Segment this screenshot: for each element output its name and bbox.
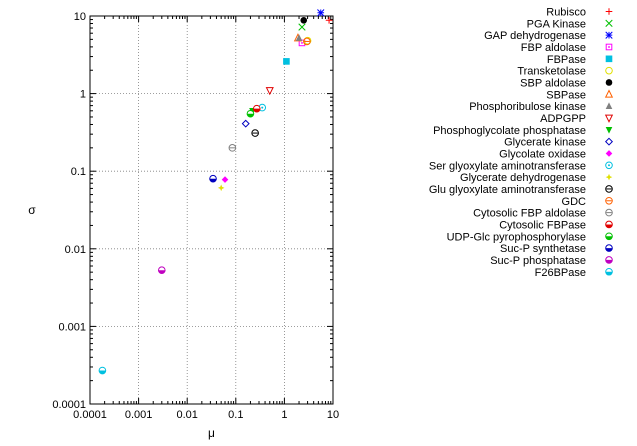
data-point	[303, 36, 312, 45]
data-points	[98, 9, 333, 375]
legend-label: GAP dehydrogenase	[484, 30, 586, 42]
legend-marker	[605, 127, 613, 134]
legend-label: SBPase	[546, 89, 586, 101]
legend-label: Glycolate oxidase	[499, 148, 586, 160]
plot-frame	[89, 15, 334, 405]
data-point	[217, 184, 225, 192]
data-point	[295, 34, 303, 41]
legend-marker	[605, 43, 613, 51]
legend-marker	[605, 185, 613, 193]
legend-marker	[605, 220, 613, 229]
legend-marker	[605, 19, 613, 27]
y-tick-label: 1	[80, 89, 86, 101]
legend-label: Glu glyoxylate aminotransferase	[429, 184, 586, 196]
legend-label: GDC	[562, 196, 587, 208]
legend-marker	[605, 208, 613, 217]
x-tick-label: 0.0001	[73, 409, 107, 421]
data-point	[303, 37, 311, 46]
data-point	[209, 174, 217, 183]
y-tick-label: 0.001	[58, 321, 86, 333]
legend-label: FBP aldolase	[521, 42, 586, 54]
legend-label: Phosphoglycolate phosphatase	[433, 125, 586, 137]
y-tick-label: 0.1	[71, 166, 86, 178]
legend-marker	[605, 150, 613, 157]
legend-label: FBPase	[547, 54, 586, 66]
legend-marker	[605, 55, 613, 63]
legend-marker	[605, 256, 613, 264]
data-point	[325, 17, 333, 24]
legend-label: Cytosolic FBPase	[499, 219, 586, 231]
y-tick-label: 0.01	[65, 244, 86, 256]
legend-marker	[605, 232, 613, 241]
y-tick-label: 0.0001	[52, 399, 86, 411]
legend-marker	[605, 8, 613, 15]
legend-label: Phosphoribulose kinase	[469, 101, 586, 113]
legend-marker	[605, 267, 613, 276]
legend-label: UDP-Glc pyrophosphorylase	[447, 231, 586, 243]
legend-label: Suc-P phosphatase	[490, 255, 586, 267]
legend-label: Transketolase	[517, 66, 586, 78]
y-axis-label: σ	[28, 203, 36, 217]
legend-label: Glycerate kinase	[504, 137, 586, 149]
legend-marker	[604, 137, 614, 146]
legend-marker	[605, 244, 613, 252]
tick-labels: 0.0001 0.001 0.01 0.1 1 10 0.0001 0.001 0.01 0.1 1…	[52, 11, 339, 421]
data-point	[246, 109, 255, 118]
x-tick-label: 0.01	[176, 409, 197, 421]
data-point	[317, 9, 325, 17]
legend-marker	[605, 79, 613, 86]
x-tick-label: 0.1	[228, 409, 243, 421]
x-tick-label: 10	[327, 409, 339, 421]
data-point	[241, 119, 250, 128]
grid-lines	[90, 16, 333, 404]
x-tick-label: 1	[281, 409, 287, 421]
legend-marker	[605, 102, 613, 109]
x-axis-label: μ	[208, 426, 215, 440]
legend-label: PGA Kinase	[527, 18, 586, 30]
data-point	[265, 87, 274, 96]
legend-marker	[605, 31, 613, 39]
x-tick-label: 0.001	[125, 409, 153, 421]
legend-label: Glycerate dehydrogenase	[460, 172, 586, 184]
legend-label: Ser glyoxylate aminotransferase	[429, 160, 586, 172]
legend-label: ADPGPP	[540, 113, 586, 125]
data-point	[298, 23, 306, 31]
legend-marker	[604, 89, 614, 98]
y-tick-label: 10	[74, 11, 86, 23]
data-point	[221, 176, 229, 183]
data-point	[251, 129, 259, 137]
legend-marker	[605, 66, 613, 75]
legend-label: SBP aldolase	[520, 77, 586, 89]
data-point	[252, 104, 261, 113]
legend-label: Cytosolic FBP aldolase	[473, 208, 586, 220]
axis-ticks	[89, 15, 334, 405]
legend-marker	[605, 196, 613, 205]
data-point	[228, 144, 237, 152]
legend-label: Rubisco	[546, 7, 586, 19]
data-point	[98, 366, 107, 375]
data-point	[300, 17, 308, 24]
legend-marker	[604, 114, 614, 123]
legend-label: Suc-P synthetase	[500, 243, 586, 255]
data-point	[283, 58, 290, 65]
legend-marker	[605, 173, 613, 181]
data-point	[157, 266, 166, 274]
legend-marker	[605, 161, 613, 170]
legend-label: F26BPase	[535, 267, 586, 279]
